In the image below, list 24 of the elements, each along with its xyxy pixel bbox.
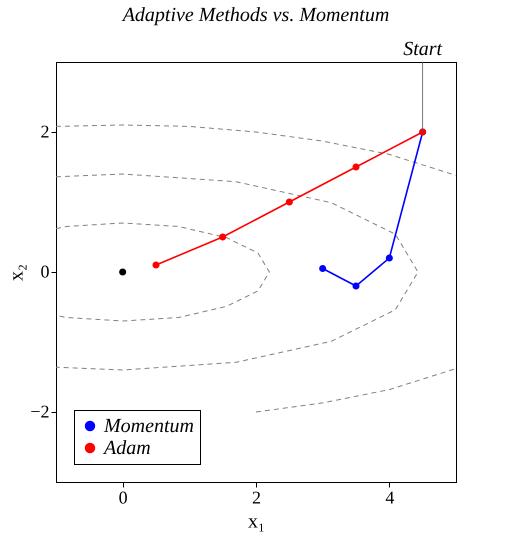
legend-label: Adam [102, 437, 151, 459]
point [219, 233, 226, 241]
y-tick-label: 0 [40, 262, 50, 282]
line-series [256, 368, 456, 412]
line-series [56, 124, 456, 176]
line-series [56, 174, 418, 370]
point [352, 163, 360, 171]
y-axis-title: x₂ [5, 264, 28, 281]
legend-label: Momentum [103, 415, 194, 437]
x-tick-label: 2 [252, 488, 261, 508]
point [119, 268, 126, 276]
point [152, 261, 160, 269]
x-tick-label: 4 [385, 488, 394, 508]
y-tick-label: −2 [30, 402, 50, 422]
point [386, 254, 393, 262]
annotation: Start [403, 38, 443, 60]
x-axis-title: x₁ [248, 510, 265, 532]
point [319, 264, 326, 272]
x-tick-label: 0 [118, 488, 128, 508]
point [352, 282, 360, 290]
line-series [56, 222, 270, 322]
chart-title: Adaptive Methods vs. Momentum [120, 4, 390, 26]
y-tick-label: 2 [40, 122, 50, 142]
point [286, 198, 293, 206]
